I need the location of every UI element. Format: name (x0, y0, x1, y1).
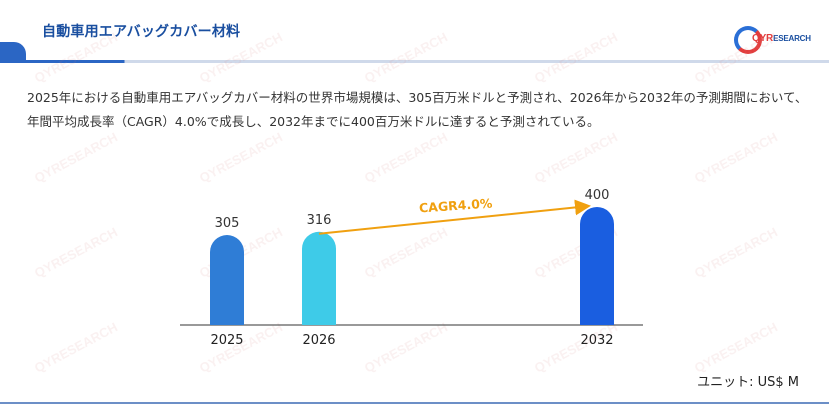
data-label-2032: 400 (585, 188, 610, 203)
brand-logo: QYRESEARCH (732, 22, 822, 58)
logo-brand-sub: ESEARCH (773, 34, 811, 43)
x-tick-label-2026: 2026 (302, 333, 335, 348)
data-label-2026: 316 (307, 213, 332, 228)
header: 自動車用エアバッグカバー材料 QYRESEARCH (0, 0, 829, 70)
footer-divider (0, 402, 829, 404)
unit-label: ユニット: US$ M (697, 375, 799, 390)
x-tick-label-2025: 2025 (210, 333, 243, 348)
bar-2025 (210, 235, 244, 325)
x-tick-label-2032: 2032 (580, 333, 613, 348)
cagr-annotation-label: CAGR4.0% (419, 195, 494, 215)
logo-globe-icon (734, 26, 762, 54)
data-label-2025: 305 (215, 216, 240, 231)
bar-2026 (302, 231, 336, 325)
summary-text: 2025年における自動車用エアバッグカバー材料の世界市場規模は、305百万米ドル… (27, 90, 808, 129)
page-title: 自動車用エアバッグカバー材料 (42, 24, 241, 40)
logo-brand-main: QYR (752, 33, 774, 44)
logo-text: QYRESEARCH (752, 33, 811, 44)
bar-2032 (580, 207, 614, 325)
header-divider (0, 60, 829, 63)
header-accent-tab (0, 42, 26, 63)
cagr-arrow (318, 199, 591, 235)
